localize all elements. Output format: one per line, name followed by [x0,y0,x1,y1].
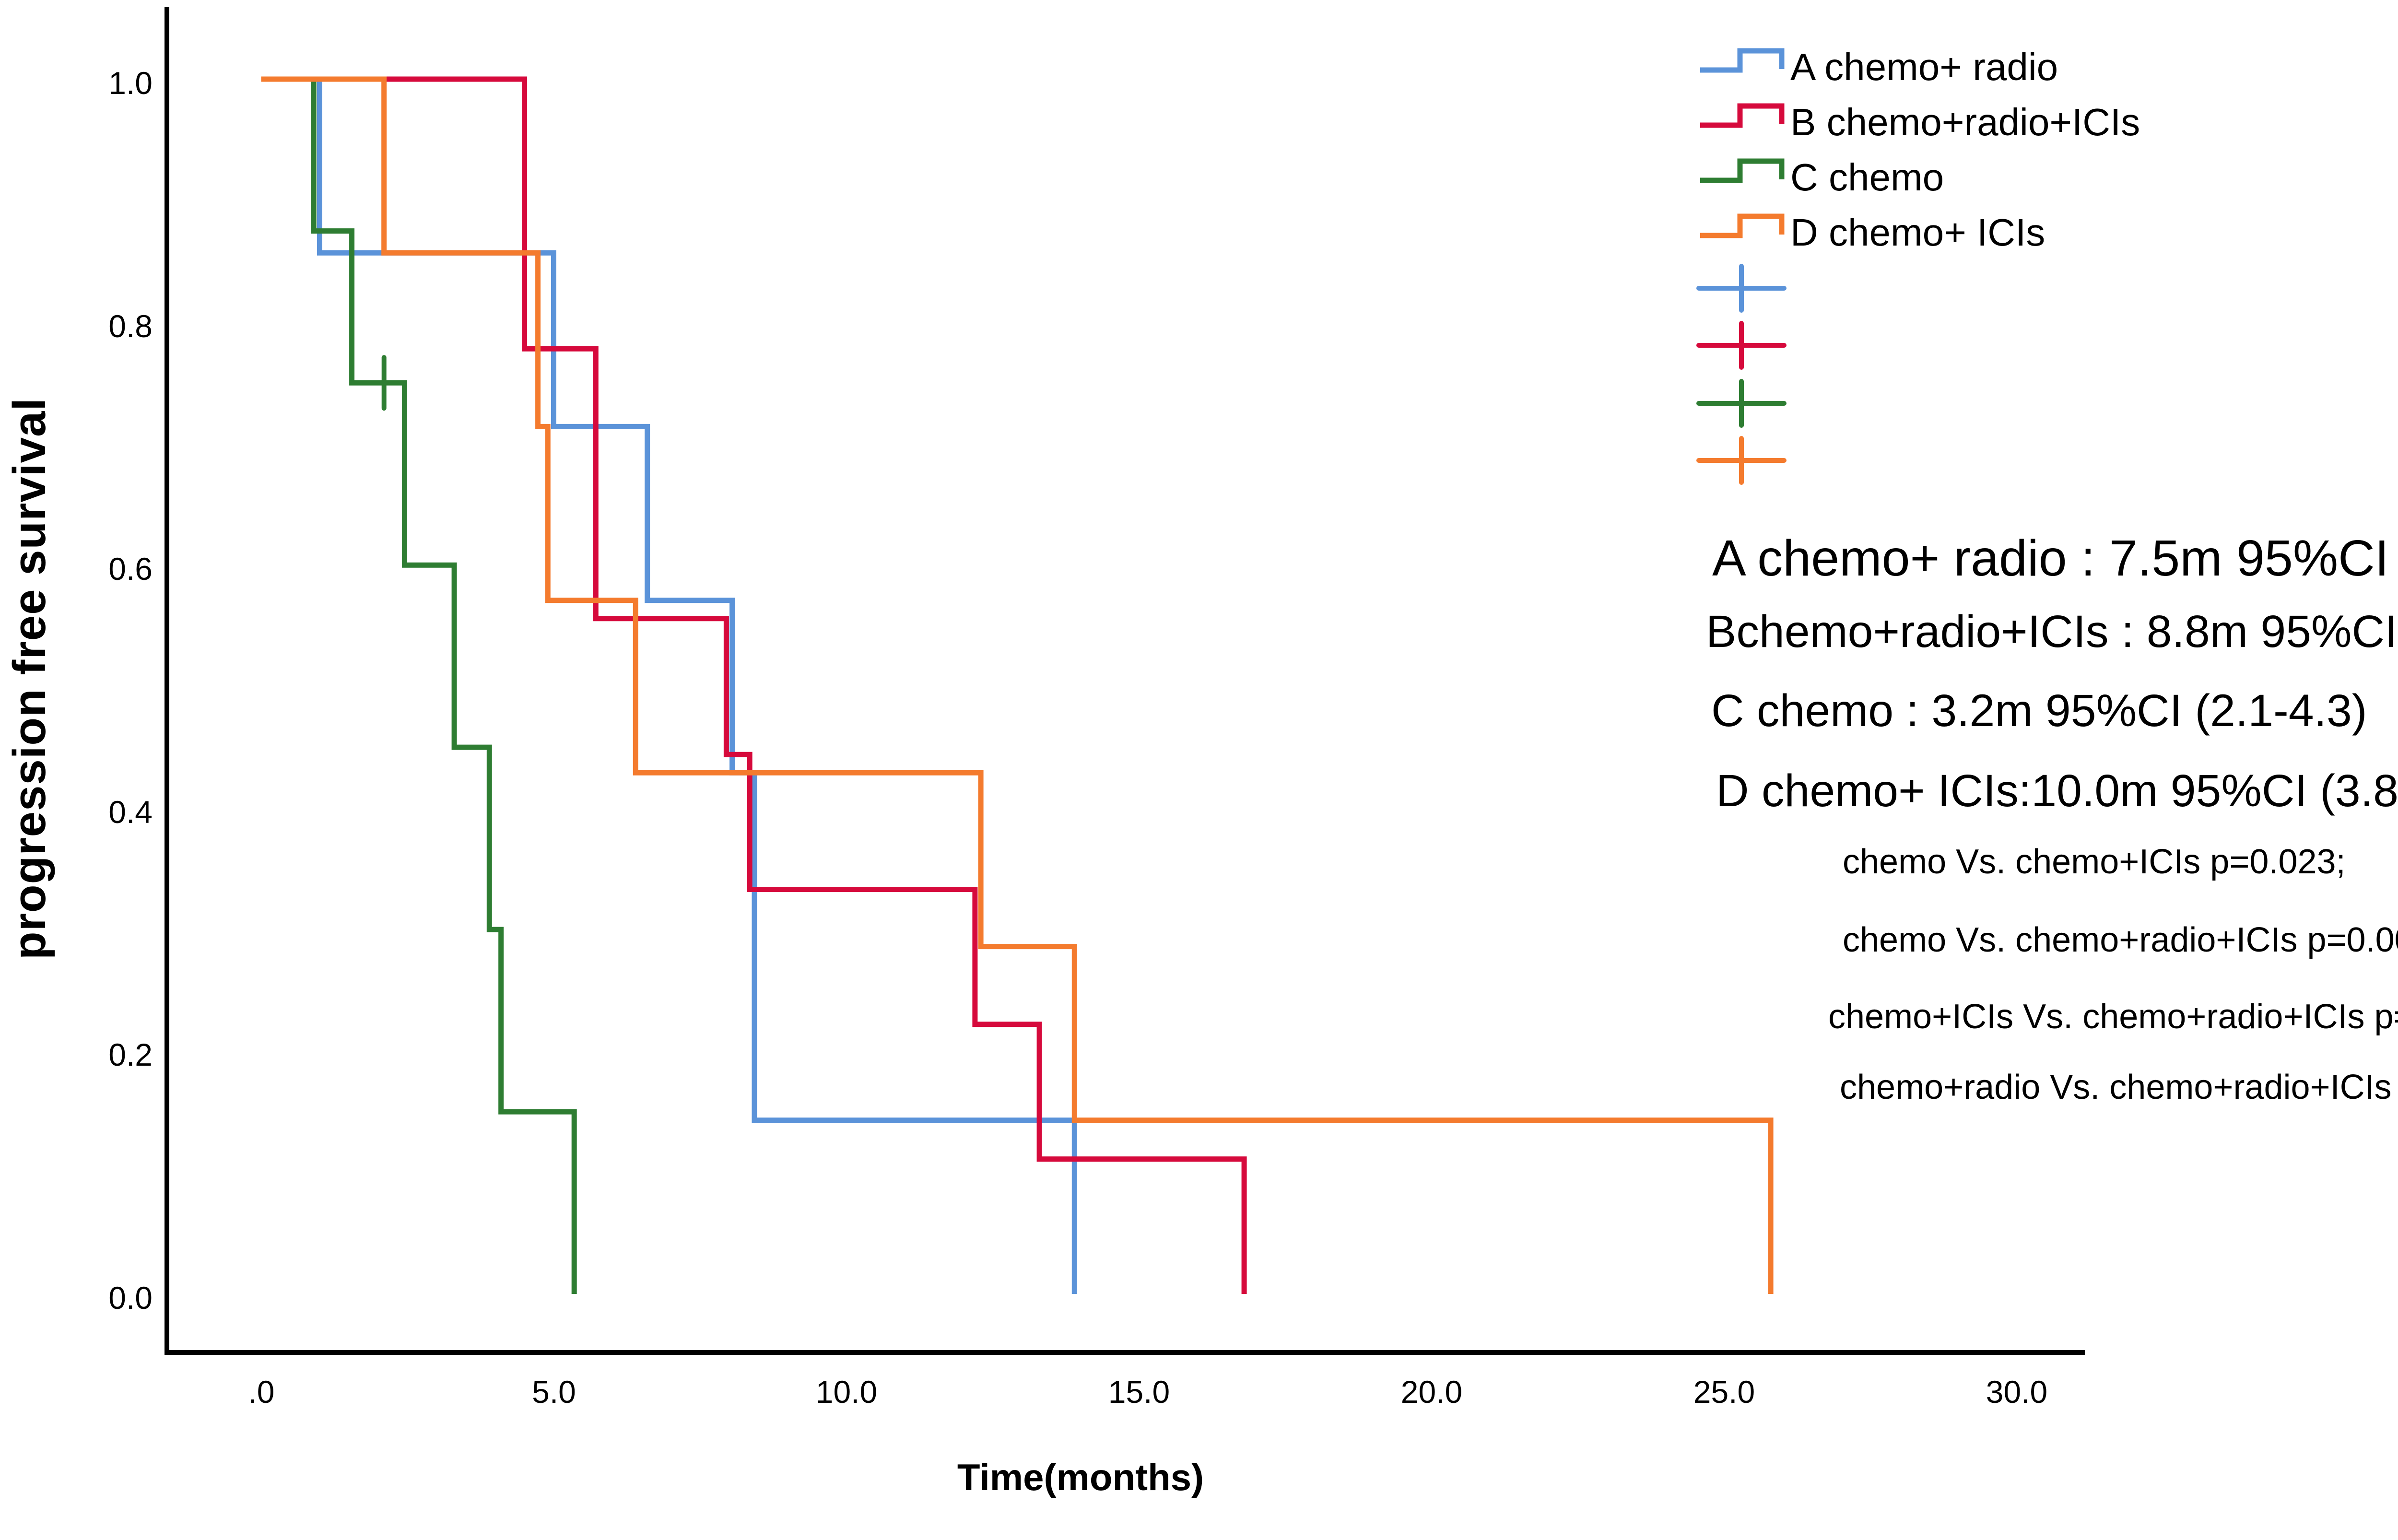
y-tick-0.4: 0.4 [108,794,153,830]
survival-curve-b [261,76,1247,1294]
x-tick-5: 5.0 [532,1374,576,1410]
y-tick-0.6: 0.6 [108,551,153,587]
median-annotation-d: D chemo+ ICIs:10.0m 95%CI (3.8-16.1) [1716,765,2398,816]
p-value-line-1: chemo Vs. chemo+ICIs p=0.023; [1843,843,2346,881]
p-value-line-3: chemo+ICIs Vs. chemo+radio+ICIs p=0.708; [1828,998,2398,1036]
y-tick-0.8: 0.8 [108,308,153,344]
y-tick-0.0: 0.0 [108,1280,153,1316]
x-tick-10: 10.0 [815,1374,878,1410]
y-axis-title: progression free survival [4,397,55,960]
legend-line-symbol-c [1700,158,1785,183]
y-tick-1.0: 1.0 [108,65,153,101]
survival-curve-c [261,76,577,1294]
legend-label-c: C chemo [1790,156,1944,199]
legend-symbols [1696,48,1787,485]
p-value-line-4: chemo+radio Vs. chemo+radio+ICIs p=0.748 [1840,1068,2398,1106]
legend-label-d: D chemo+ ICIs [1790,211,2045,254]
x-axis-title: Time(months) [957,1456,1204,1498]
survival-curve-d [261,76,1774,1294]
legend-label-b: B chemo+radio+ICIs [1790,101,2140,143]
x-tick-20: 20.0 [1400,1374,1463,1410]
y-tick-0.2: 0.2 [108,1037,153,1072]
median-annotation-b: Bchemo+radio+ICIs : 8.8m 95%CI (5.9-11.7… [1706,606,2398,657]
survival-curves [261,76,1774,1294]
x-tick-30: 30.0 [1986,1374,2048,1410]
median-annotation-c: C chemo : 3.2m 95%CI (2.1-4.3) [1711,685,2367,736]
legend-line-symbol-b [1700,103,1785,128]
legend-line-symbol-d [1700,213,1785,238]
survival-curve-a [261,76,1077,1294]
legend-label-a: A chemo+ radio [1790,46,2058,88]
legend-line-symbol-a [1700,48,1785,73]
x-tick-0: .0 [248,1374,275,1410]
median-annotation-a: A chemo+ radio : 7.5m 95%CI (4.5-10.4) [1712,530,2398,587]
x-tick-15: 15.0 [1108,1374,1170,1410]
p-value-line-2: chemo Vs. chemo+radio+ICIs p=0.002; [1843,921,2398,959]
x-tick-25: 25.0 [1693,1374,1755,1410]
